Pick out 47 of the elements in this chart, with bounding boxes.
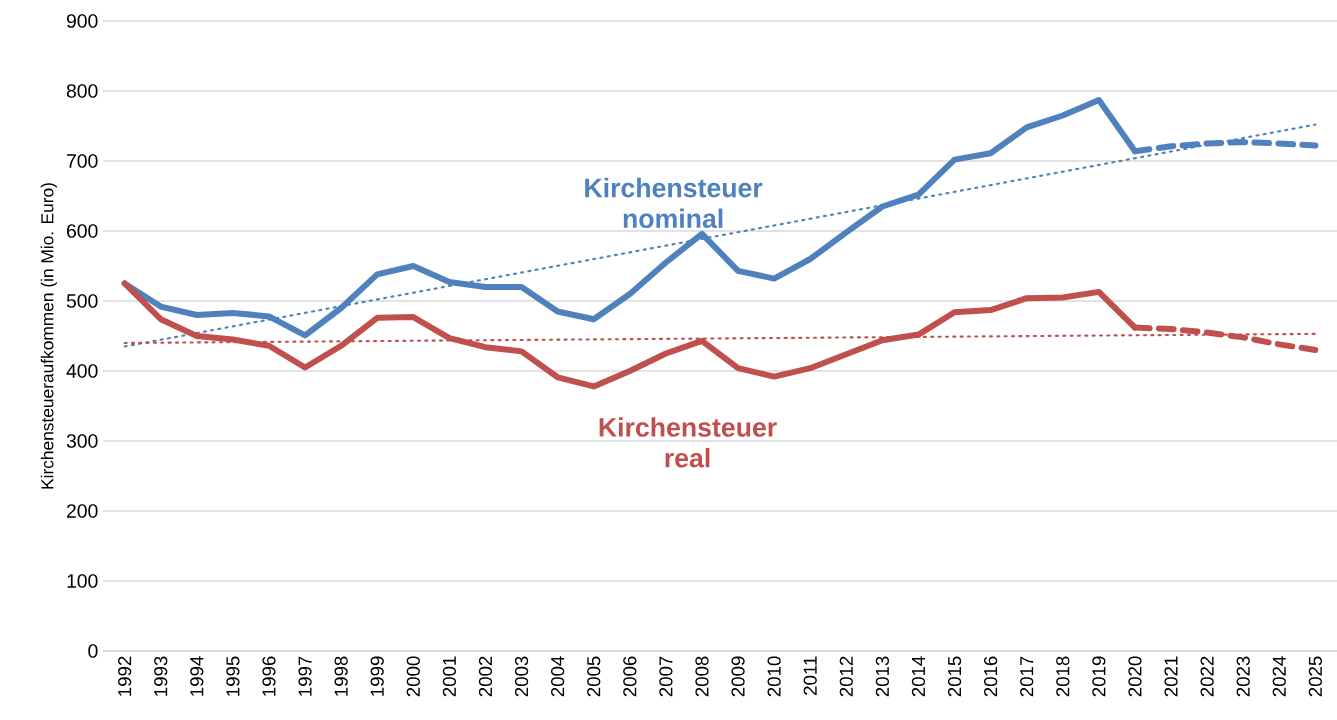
x-tick-label: 1993	[154, 656, 168, 696]
x-tick-label: 2005	[587, 656, 601, 697]
x-tick-label: 1994	[190, 656, 204, 696]
x-tick-label: 2020	[1128, 656, 1142, 697]
x-tick-label: 1992	[118, 656, 132, 696]
x-tick-label: 2015	[947, 656, 962, 697]
x-tick-label: 2001	[442, 656, 457, 697]
x-tick-label: 2010	[767, 656, 781, 697]
x-tick-label: 2024	[1272, 656, 1286, 697]
y-tick-label: 900	[66, 14, 98, 28]
y-tick-label: 700	[67, 154, 98, 168]
y-tick-label: 100	[67, 574, 98, 588]
x-tick-label: 2021	[1164, 656, 1178, 697]
y-tick-label: 400	[66, 364, 98, 378]
x-tick-label: 2025	[1308, 656, 1322, 697]
x-tick-label: 2023	[1236, 656, 1250, 697]
series-label: Kirchensteuer real	[599, 417, 777, 468]
x-tick-label: 2003	[514, 656, 529, 697]
x-tick-label: 2014	[911, 656, 926, 697]
x-tick-label: 2022	[1200, 656, 1214, 697]
x-tick-label: 2002	[478, 656, 493, 697]
x-tick-label: 2000	[406, 656, 420, 697]
y-axis-title: Kirchensteueraufkommen (in Mio. Euro)	[40, 183, 57, 489]
y-tick-label: 0	[88, 644, 98, 658]
x-tick-label: 2006	[623, 656, 637, 697]
y-tick-label: 800	[66, 84, 98, 98]
x-tick-label: 2012	[839, 656, 853, 697]
x-tick-label: 1999	[370, 656, 384, 696]
x-tick-label: 2008	[695, 656, 709, 697]
y-tick-label: 600	[67, 224, 98, 238]
x-tick-label: 2018	[1056, 656, 1070, 697]
x-tick-label: 1998	[334, 656, 348, 696]
x-tick-label: 2004	[551, 656, 565, 697]
x-tick-label: 2009	[731, 656, 745, 697]
series-label: Kirchensteuer nominal	[585, 177, 763, 229]
x-tick-label: 2011	[803, 656, 817, 695]
y-tick-label: 500	[66, 294, 98, 308]
x-tick-label: 2017	[1020, 656, 1034, 697]
x-tick-label: 1997	[298, 656, 312, 696]
x-tick-label: 2007	[659, 656, 673, 697]
x-tick-label: 2019	[1092, 656, 1106, 697]
x-tick-label: 2013	[875, 656, 889, 697]
x-tick-label: 1995	[226, 656, 240, 696]
x-tick-label: 1996	[262, 656, 276, 696]
x-tick-label: 2016	[984, 656, 998, 697]
y-tick-label: 200	[67, 504, 98, 518]
y-tick-label: 300	[66, 434, 98, 448]
